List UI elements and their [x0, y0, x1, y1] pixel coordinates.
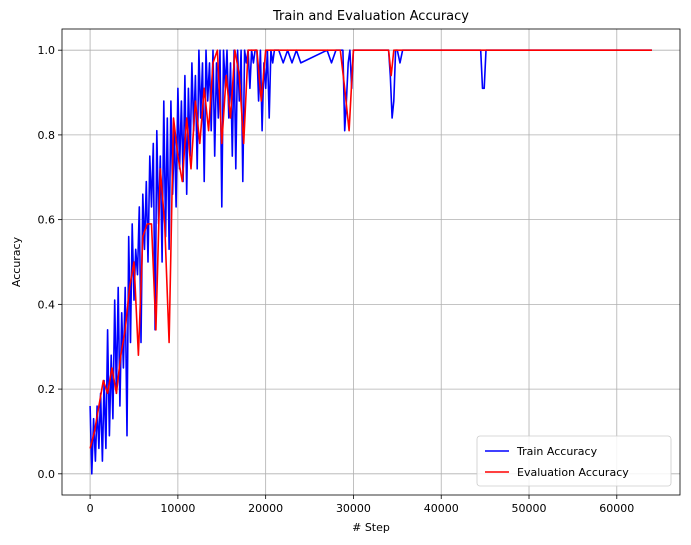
- y-tick-label: 0.2: [38, 383, 56, 396]
- axis-ticks: 0 10000 20000 30000 40000 50000 60000 0.0 0.2 0.4…: [38, 44, 635, 515]
- legend-box: [476, 435, 672, 487]
- series-line-train-accuracy: [89, 49, 652, 475]
- legend-label-evaluation-accuracy: Evaluation Accuracy: [517, 466, 629, 479]
- x-tick-label: 20000: [248, 502, 283, 515]
- chart-title: Train and Evaluation Accuracy: [272, 9, 469, 24]
- x-tick-label: 40000: [424, 502, 459, 515]
- x-axis-label: # Step: [352, 521, 390, 534]
- x-tick-label: 30000: [336, 502, 371, 515]
- y-tick-label: 1.0: [38, 44, 56, 57]
- x-tick-label: 0: [87, 502, 94, 515]
- x-tick-label: 10000: [160, 502, 195, 515]
- x-tick-label: 50000: [512, 502, 547, 515]
- legend-label-train-accuracy: Train Accuracy: [516, 445, 598, 458]
- series-line-evaluation-accuracy: [89, 49, 652, 449]
- plot-frame: [61, 28, 681, 496]
- legend: Train Accuracy Evaluation Accuracy: [476, 435, 672, 487]
- series-lines: [89, 49, 652, 475]
- y-axis-label: Accuracy: [10, 236, 23, 287]
- y-tick-label: 0.8: [38, 129, 56, 142]
- y-tick-label: 0.0: [38, 468, 56, 481]
- y-tick-label: 0.6: [38, 214, 56, 227]
- x-tick-label: 60000: [599, 502, 634, 515]
- y-tick-label: 0.4: [38, 298, 56, 311]
